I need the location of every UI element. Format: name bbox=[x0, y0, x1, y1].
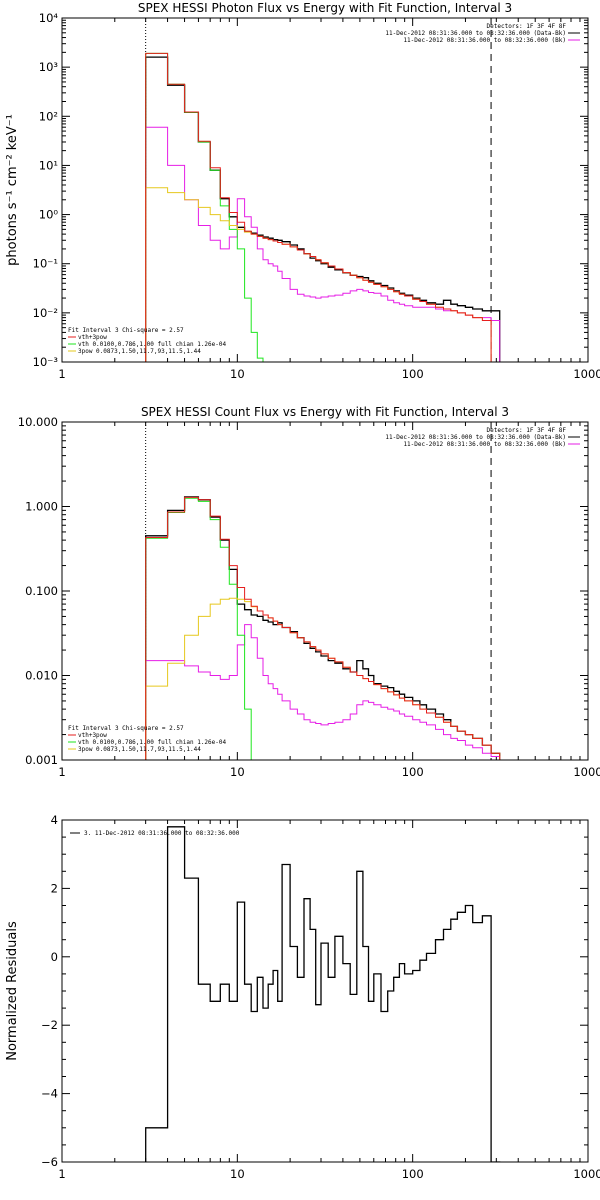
series-vth-3pow bbox=[145, 496, 501, 760]
x-tick-label: 100 bbox=[402, 367, 424, 381]
y-axis-label: Normalized Residuals bbox=[5, 921, 20, 1061]
legend-top-text: Detectors: 1F 3F 4F 8F bbox=[487, 427, 567, 434]
legend-bottom-text: Fit Interval 3 Chi-square = 2.57 bbox=[68, 327, 184, 334]
chart-title: SPEX HESSI Photon Flux vs Energy with Fi… bbox=[138, 1, 512, 15]
y-tick-label: −4 bbox=[41, 1087, 58, 1101]
y-tick-label: 10² bbox=[39, 109, 58, 123]
series-vth bbox=[145, 497, 252, 760]
series-group bbox=[145, 826, 501, 1162]
legend-bottom-text: 3pow 0.0873,1.50,11.7,93,11.5,1.44 bbox=[78, 348, 201, 355]
legend-top-text: 11-Dec-2012 08:31:36.000 to 08:32:36.000… bbox=[385, 434, 566, 441]
y-tick-label: −6 bbox=[41, 1155, 58, 1169]
y-tick-label: 10⁻² bbox=[33, 306, 58, 320]
y-tick-label: 10⁻³ bbox=[33, 355, 59, 369]
plot-frame bbox=[61, 17, 589, 363]
series-residuals bbox=[145, 826, 501, 1162]
y-tick-label: 0.100 bbox=[25, 584, 58, 598]
y-tick-label: 10⁴ bbox=[39, 11, 59, 25]
x-tick-label: 1000 bbox=[573, 765, 600, 779]
y-tick-label: 10³ bbox=[39, 60, 59, 74]
x-tick-label: 100 bbox=[402, 765, 424, 779]
x-tick-label: 1 bbox=[58, 367, 65, 381]
plot-frame bbox=[61, 421, 589, 761]
legend-top-text: 11-Dec-2012 08:31:36.000 to 08:32:36.000… bbox=[403, 441, 566, 448]
y-tick-label: 10⁻¹ bbox=[33, 257, 58, 271]
legend-bottom-text: vth 0.0100,0.786,1.00 full chian 1.26e-0… bbox=[78, 341, 226, 348]
legend-bottom-text: Fit Interval 3 Chi-square = 2.57 bbox=[68, 725, 184, 732]
x-tick-label: 1 bbox=[58, 1167, 65, 1181]
series-group bbox=[145, 496, 501, 760]
y-tick-label: 1.000 bbox=[25, 500, 58, 514]
chart-panel-2: SPEX HESSI Count Flux vs Energy with Fit… bbox=[18, 405, 600, 779]
x-tick-label: 1 bbox=[58, 765, 65, 779]
chart-title: SPEX HESSI Count Flux vs Energy with Fit… bbox=[141, 405, 509, 419]
y-tick-label: 10.000 bbox=[18, 415, 58, 429]
legend-bottom-text: 3pow 0.0873,1.50,11.7,93,11.5,1.44 bbox=[78, 746, 201, 753]
series-bk bbox=[145, 624, 501, 760]
plot-frame bbox=[61, 819, 589, 1163]
y-tick-label: 2 bbox=[51, 881, 58, 895]
y-tick-label: 0.010 bbox=[25, 669, 58, 683]
legend-top-text: 3. 11-Dec-2012 08:31:36.000 to 08:32:36.… bbox=[84, 830, 240, 837]
legend-top-text: 11-Dec-2012 08:31:36.000 to 08:32:36.000… bbox=[385, 30, 566, 37]
x-tick-label: 10 bbox=[230, 765, 245, 779]
x-tick-label: 10 bbox=[230, 1167, 245, 1181]
y-tick-label: 10⁰ bbox=[39, 208, 59, 222]
series-3pow bbox=[145, 597, 501, 760]
legend-bottom-text: vth+3pow bbox=[78, 732, 107, 739]
legend-top-text: Detectors: 1F 3F 4F 8F bbox=[487, 23, 567, 30]
y-tick-label: 0 bbox=[51, 950, 58, 964]
y-tick-label: 0.001 bbox=[25, 753, 58, 767]
legend-bottom-text: vth 0.0100,0.786,1.00 full chian 1.26e-0… bbox=[78, 739, 226, 746]
x-tick-label: 10 bbox=[230, 367, 245, 381]
x-tick-label: 1000 bbox=[573, 1167, 600, 1181]
series-data-bk bbox=[145, 496, 501, 760]
x-tick-label: 100 bbox=[402, 1167, 424, 1181]
series-group bbox=[145, 52, 501, 362]
y-tick-label: 10¹ bbox=[39, 158, 58, 172]
legend-bottom-text: vth+3pow bbox=[78, 334, 107, 341]
y-tick-label: −2 bbox=[41, 1018, 58, 1032]
series-vth-3pow bbox=[145, 52, 501, 362]
y-axis-label: photons s⁻¹ cm⁻² keV⁻¹ bbox=[5, 114, 20, 266]
legend-top-text: 11-Dec-2012 08:31:36.000 to 08:32:36.000… bbox=[403, 37, 566, 44]
y-tick-label: 4 bbox=[51, 813, 58, 827]
chart-panel-1: SPEX HESSI Photon Flux vs Energy with Fi… bbox=[5, 1, 600, 381]
chart-panel-3: 1 10 100 1000 −6 −4 −2 0 2 4 Normalized Residuals 3… bbox=[5, 813, 600, 1181]
x-tick-label: 1000 bbox=[573, 367, 600, 381]
